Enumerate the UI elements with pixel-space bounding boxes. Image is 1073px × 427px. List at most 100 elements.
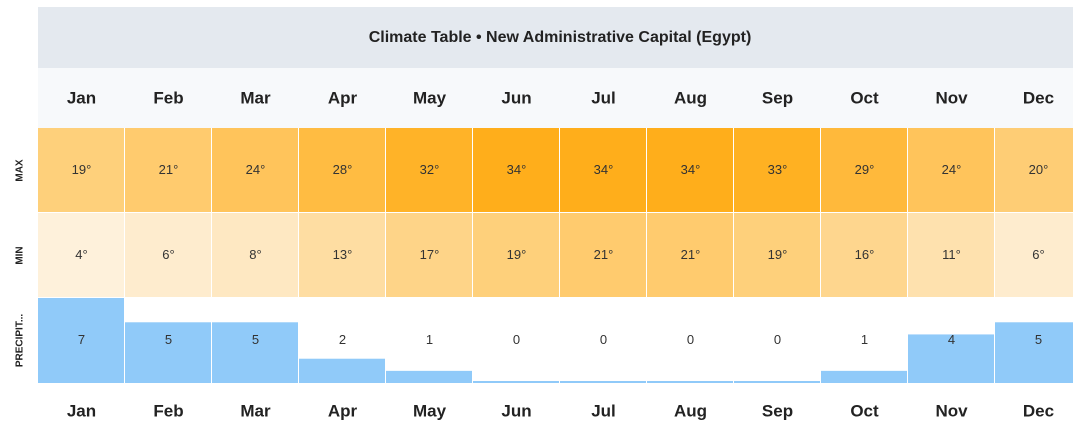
- month-header: Jan: [67, 88, 96, 107]
- heat-cell: [734, 213, 820, 297]
- cell-value: 5: [252, 332, 259, 347]
- row-label: MIN: [15, 246, 26, 264]
- month-footer: Mar: [240, 401, 271, 420]
- cell-value: 19°: [72, 162, 92, 177]
- precip-bar: [821, 370, 907, 383]
- month-footer: Oct: [850, 401, 879, 420]
- month-footer: Jun: [501, 401, 531, 420]
- cell-value: 2: [339, 332, 346, 347]
- month-footer: Jan: [67, 401, 96, 420]
- month-header: Jul: [591, 88, 616, 107]
- month-header: Jun: [501, 88, 531, 107]
- cell-value: 28°: [333, 162, 353, 177]
- month-header: May: [413, 88, 447, 107]
- heat-cell: [473, 128, 559, 212]
- heat-cell: [212, 213, 298, 297]
- cell-value: 34°: [681, 162, 701, 177]
- heat-cell: [647, 128, 733, 212]
- heat-cell: [299, 128, 385, 212]
- cell-value: 8°: [249, 247, 261, 262]
- cell-value: 21°: [594, 247, 614, 262]
- cell-value: 0: [774, 332, 781, 347]
- cell-value: 6°: [1032, 247, 1044, 262]
- cell-value: 7: [78, 332, 85, 347]
- cell-value: 1: [861, 332, 868, 347]
- month-footer: Sep: [762, 401, 793, 420]
- cell-value: 13°: [333, 247, 353, 262]
- cell-value: 0: [687, 332, 694, 347]
- cell-value: 33°: [768, 162, 788, 177]
- heat-cell: [125, 128, 211, 212]
- month-header: Aug: [674, 88, 707, 107]
- row-label: PRECIPIT...: [15, 314, 26, 368]
- heat-cell: [299, 213, 385, 297]
- month-header: Sep: [762, 88, 793, 107]
- month-footer: Nov: [935, 401, 968, 420]
- cell-value: 4°: [75, 247, 87, 262]
- cell-value: 29°: [855, 162, 875, 177]
- heat-cell: [473, 213, 559, 297]
- precip-bar: [908, 334, 994, 383]
- header-band: [38, 68, 1073, 128]
- heat-cell: [995, 128, 1073, 212]
- heat-cell: [734, 128, 820, 212]
- precip-bar: [38, 298, 124, 383]
- heat-cell: [908, 128, 994, 212]
- month-footer: Dec: [1023, 401, 1054, 420]
- cell-value: 16°: [855, 247, 875, 262]
- table-title: Climate Table • New Administrative Capit…: [369, 29, 752, 46]
- cell-value: 19°: [768, 247, 788, 262]
- cell-value: 34°: [594, 162, 614, 177]
- precip-bar: [647, 381, 733, 383]
- cell-value: 24°: [942, 162, 962, 177]
- heat-cell: [821, 128, 907, 212]
- precip-bar: [386, 370, 472, 383]
- cell-value: 0: [600, 332, 607, 347]
- cell-value: 11°: [942, 247, 961, 262]
- cell-value: 21°: [681, 247, 701, 262]
- cell-value: 6°: [162, 247, 174, 262]
- month-header: Oct: [850, 88, 879, 107]
- cell-value: 19°: [507, 247, 527, 262]
- month-header: Nov: [935, 88, 968, 107]
- cell-value: 32°: [420, 162, 440, 177]
- heat-cell: [647, 213, 733, 297]
- cell-value: 21°: [159, 162, 179, 177]
- cell-value: 0: [513, 332, 520, 347]
- month-footer: Aug: [674, 401, 707, 420]
- precip-bar: [560, 381, 646, 383]
- month-footer: Feb: [153, 401, 183, 420]
- cell-value: 17°: [420, 247, 440, 262]
- cell-value: 34°: [507, 162, 527, 177]
- precip-bar: [212, 322, 298, 383]
- heat-cell: [125, 213, 211, 297]
- month-header: Dec: [1023, 88, 1054, 107]
- heat-cell: [38, 213, 124, 297]
- row-label: MAX: [15, 159, 26, 182]
- heat-cell: [995, 213, 1073, 297]
- month-footer: May: [413, 401, 447, 420]
- month-header: Feb: [153, 88, 183, 107]
- precip-bar: [734, 381, 820, 383]
- heat-cell: [560, 128, 646, 212]
- month-header: Apr: [328, 88, 358, 107]
- heat-cell: [386, 213, 472, 297]
- heat-cell: [821, 213, 907, 297]
- cell-value: 5: [1035, 332, 1042, 347]
- heat-cell: [386, 128, 472, 212]
- cell-value: 24°: [246, 162, 266, 177]
- precip-bar: [473, 381, 559, 383]
- precip-bar: [299, 358, 385, 383]
- cell-value: 1: [426, 332, 433, 347]
- heat-cell: [908, 213, 994, 297]
- cell-value: 5: [165, 332, 172, 347]
- cell-value: 4: [948, 332, 955, 347]
- month-footer: Jul: [591, 401, 616, 420]
- month-header: Mar: [240, 88, 271, 107]
- heat-cell: [38, 128, 124, 212]
- precip-bar: [125, 322, 211, 383]
- cell-value: 20°: [1029, 162, 1049, 177]
- heat-cell: [212, 128, 298, 212]
- month-footer: Apr: [328, 401, 358, 420]
